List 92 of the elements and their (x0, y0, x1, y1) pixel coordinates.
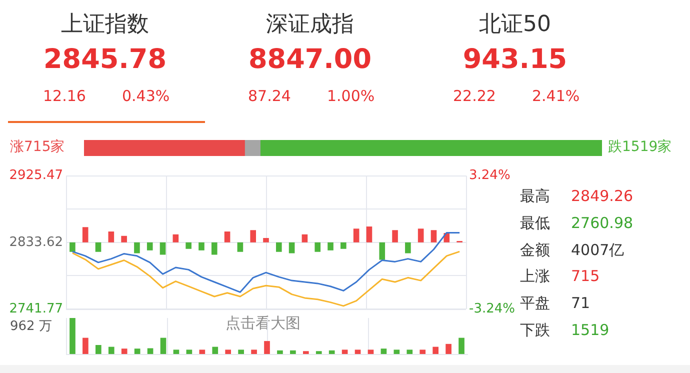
text: 962 万 (10, 319, 52, 335)
text: 下跌 (520, 321, 550, 340)
bar (328, 350, 335, 354)
text: 上证指数 (60, 12, 150, 38)
bar (134, 348, 140, 354)
text: 上涨 (520, 267, 550, 286)
bar (366, 226, 372, 242)
bar (96, 345, 102, 354)
text: 715 (571, 267, 600, 286)
bar (316, 351, 322, 354)
text: 北证50 (478, 12, 552, 38)
y2-tick-label: 3.24% (469, 168, 510, 184)
bar (353, 228, 360, 242)
bar (70, 242, 76, 252)
text: 22.22 (453, 87, 496, 106)
text: 2845.78 (42, 44, 168, 76)
bar (276, 242, 282, 252)
text: 0.43% (122, 87, 170, 106)
bar (379, 242, 386, 260)
bar (198, 242, 204, 250)
bar (446, 344, 452, 354)
text: 1519 (571, 321, 610, 340)
y-tick-label: 2833.62 (9, 234, 63, 250)
bar (418, 228, 424, 242)
bar (406, 350, 413, 354)
bar (354, 350, 361, 354)
text: 71 (571, 294, 590, 312)
bar (392, 230, 398, 242)
bar (108, 232, 114, 242)
bar (108, 346, 114, 354)
bar (432, 346, 438, 354)
text: 2760.98 (571, 214, 634, 232)
bar (146, 242, 153, 250)
bar (172, 234, 179, 242)
bar (394, 350, 400, 354)
text: 1.00% (327, 87, 375, 106)
text: 87.24 (248, 87, 291, 106)
bar (263, 238, 269, 242)
bar (328, 242, 334, 250)
text: 金额 (520, 240, 550, 259)
bar (380, 348, 387, 354)
y-tick-label: 2925.47 (9, 168, 63, 184)
bar (237, 242, 244, 252)
bar (342, 350, 348, 354)
bar (147, 348, 154, 354)
bar (82, 338, 88, 354)
text: 4007亿 (571, 240, 624, 259)
bar (250, 230, 256, 242)
text: 最高 (520, 187, 550, 206)
bar (288, 242, 295, 254)
bar (160, 242, 166, 255)
bar (368, 350, 374, 354)
bar (238, 350, 244, 354)
text: 深证成指 (265, 12, 355, 38)
bar (160, 338, 166, 354)
text: 最低 (520, 214, 550, 232)
bar (70, 318, 76, 354)
bar (186, 350, 192, 354)
bar (212, 346, 218, 354)
bar (95, 242, 102, 252)
bar (277, 350, 283, 354)
bar (251, 350, 257, 354)
bar (420, 350, 426, 354)
bar (121, 236, 127, 242)
bar (405, 242, 411, 254)
text: 2.41% (532, 87, 580, 106)
bar (225, 350, 232, 354)
bar (290, 350, 296, 354)
bar (211, 242, 218, 255)
text: 2849.26 (571, 187, 634, 206)
text: 平盘 (520, 294, 550, 312)
bar (173, 350, 180, 354)
text: 12.16 (43, 87, 86, 106)
y-tick-label: 2741.77 (9, 301, 63, 316)
text: 943.15 (462, 44, 568, 76)
y2-tick-label: -3.24% (469, 301, 515, 316)
bar (314, 242, 321, 252)
bar (340, 242, 346, 249)
bar (264, 341, 270, 354)
bar (121, 348, 128, 354)
bar (186, 242, 192, 249)
bar (199, 350, 206, 354)
bar (224, 232, 230, 242)
bar (302, 351, 309, 354)
bar (430, 230, 437, 242)
text: 涨715家 (10, 139, 65, 156)
bar (134, 242, 140, 254)
bar (458, 338, 464, 354)
text: 8847.00 (248, 44, 372, 76)
bar (302, 234, 308, 242)
bar (82, 227, 88, 242)
text: 跌1519家 (608, 139, 672, 156)
